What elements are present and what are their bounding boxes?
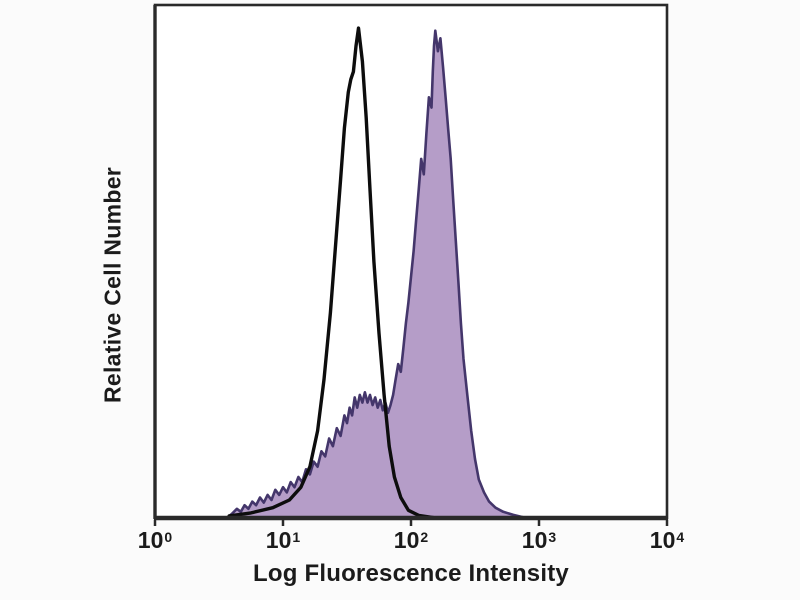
stained-sample-filled-histogram <box>225 29 528 520</box>
x-axis-label: Log Fluorescence Intensity <box>253 560 569 587</box>
unstained-control-open-histogram <box>227 26 439 520</box>
y-axis-label: Relative Cell Number <box>99 166 126 404</box>
